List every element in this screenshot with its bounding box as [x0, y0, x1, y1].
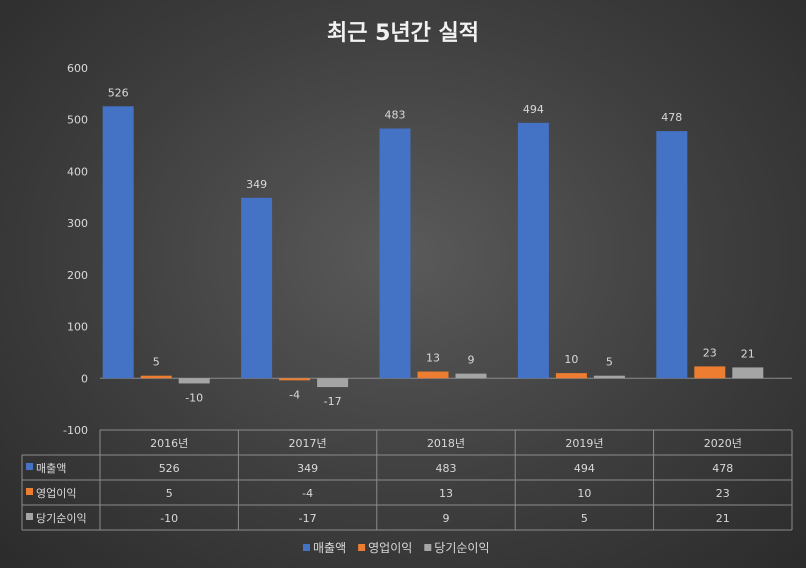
table-cell: 494: [574, 462, 595, 475]
table-cell: -4: [302, 487, 313, 500]
data-labels: 526 5 -10 349 -4 -17 483 13 9 494 10 5 478 23 21: [108, 86, 755, 408]
table-cell: -10: [160, 512, 178, 525]
y-tick-label: 200: [67, 269, 88, 282]
y-tick-label: 100: [67, 321, 88, 334]
bar-영업이익-2017년: [279, 378, 311, 381]
data-label: 23: [703, 346, 717, 359]
table-cell: 9: [443, 512, 450, 525]
bar-영업이익-2018년: [417, 371, 449, 379]
legend-item: 당기순이익: [434, 541, 489, 555]
data-label: 21: [741, 347, 755, 360]
table-cell: 10: [577, 487, 591, 500]
bar-매출액-2017년: [241, 197, 273, 379]
bar-당기순이익-2016년: [178, 378, 210, 384]
table-legend-key: [26, 463, 33, 470]
data-label: 494: [523, 103, 544, 116]
table-cell: 483: [436, 462, 457, 475]
legend-item: 영업이익: [368, 541, 412, 555]
data-label: -4: [289, 388, 300, 401]
table-row-label: 영업이익: [36, 487, 76, 500]
data-label: 9: [468, 354, 475, 367]
legend-key: [424, 544, 432, 551]
table-header-cell: 2018년: [427, 437, 465, 450]
bar-영업이익-2020년: [694, 366, 726, 379]
data-label: -17: [324, 395, 342, 408]
table-cell: 478: [712, 462, 733, 475]
table-cell: 21: [716, 512, 730, 525]
bar-당기순이익-2020년: [732, 367, 764, 379]
table-row-label: 매출액: [36, 462, 66, 475]
table-cell: 23: [716, 487, 730, 500]
chart-title: 최근 5년간 실적: [327, 21, 479, 46]
bar-영업이익-2019년: [555, 373, 587, 379]
data-label: 349: [246, 178, 267, 191]
y-tick-label: 300: [67, 217, 88, 230]
data-label: 13: [426, 352, 440, 365]
legend-key: [358, 544, 366, 551]
table-cell: 13: [439, 487, 453, 500]
data-label: 478: [661, 111, 682, 124]
table-cell: 349: [297, 462, 318, 475]
bar-매출액-2018년: [379, 128, 411, 379]
legend-item: 매출액: [313, 541, 346, 555]
bar-매출액-2016년: [102, 106, 134, 379]
bar-당기순이익-2018년: [455, 373, 487, 379]
table-cell: 526: [159, 462, 180, 475]
bar-매출액-2019년: [517, 122, 549, 379]
y-tick-label: 600: [67, 62, 88, 75]
table-header-cell: 2020년: [704, 437, 742, 450]
y-tick-label: 400: [67, 165, 88, 178]
bars: [102, 106, 764, 388]
table-cell: 5: [581, 512, 588, 525]
table-header-cell: 2016년: [150, 437, 188, 450]
y-tick-label: 0: [81, 372, 88, 385]
data-label: 526: [108, 86, 129, 99]
bar-당기순이익-2019년: [593, 375, 625, 379]
data-label: 483: [385, 109, 406, 122]
bar-당기순이익-2017년: [317, 378, 349, 388]
legend: 매출액 영업이익 당기순이익: [303, 541, 490, 555]
data-label: -10: [185, 391, 203, 404]
table-cell: 5: [166, 487, 173, 500]
table-legend-key: [26, 488, 33, 495]
bar-매출액-2020년: [656, 131, 688, 379]
data-label: 10: [564, 353, 578, 366]
table-cell: -17: [299, 512, 317, 525]
legend-key: [303, 544, 310, 551]
y-tick-label: -100: [63, 424, 88, 437]
table-row-label: 당기순이익: [36, 512, 87, 525]
data-label: 5: [606, 356, 613, 369]
table-header-cell: 2019년: [565, 437, 603, 450]
table-legend-key: [26, 513, 33, 520]
bar-영업이익-2016년: [140, 375, 172, 379]
y-tick-label: 500: [67, 114, 88, 127]
data-label: 5: [153, 356, 160, 369]
table-header-cell: 2017년: [289, 437, 327, 450]
